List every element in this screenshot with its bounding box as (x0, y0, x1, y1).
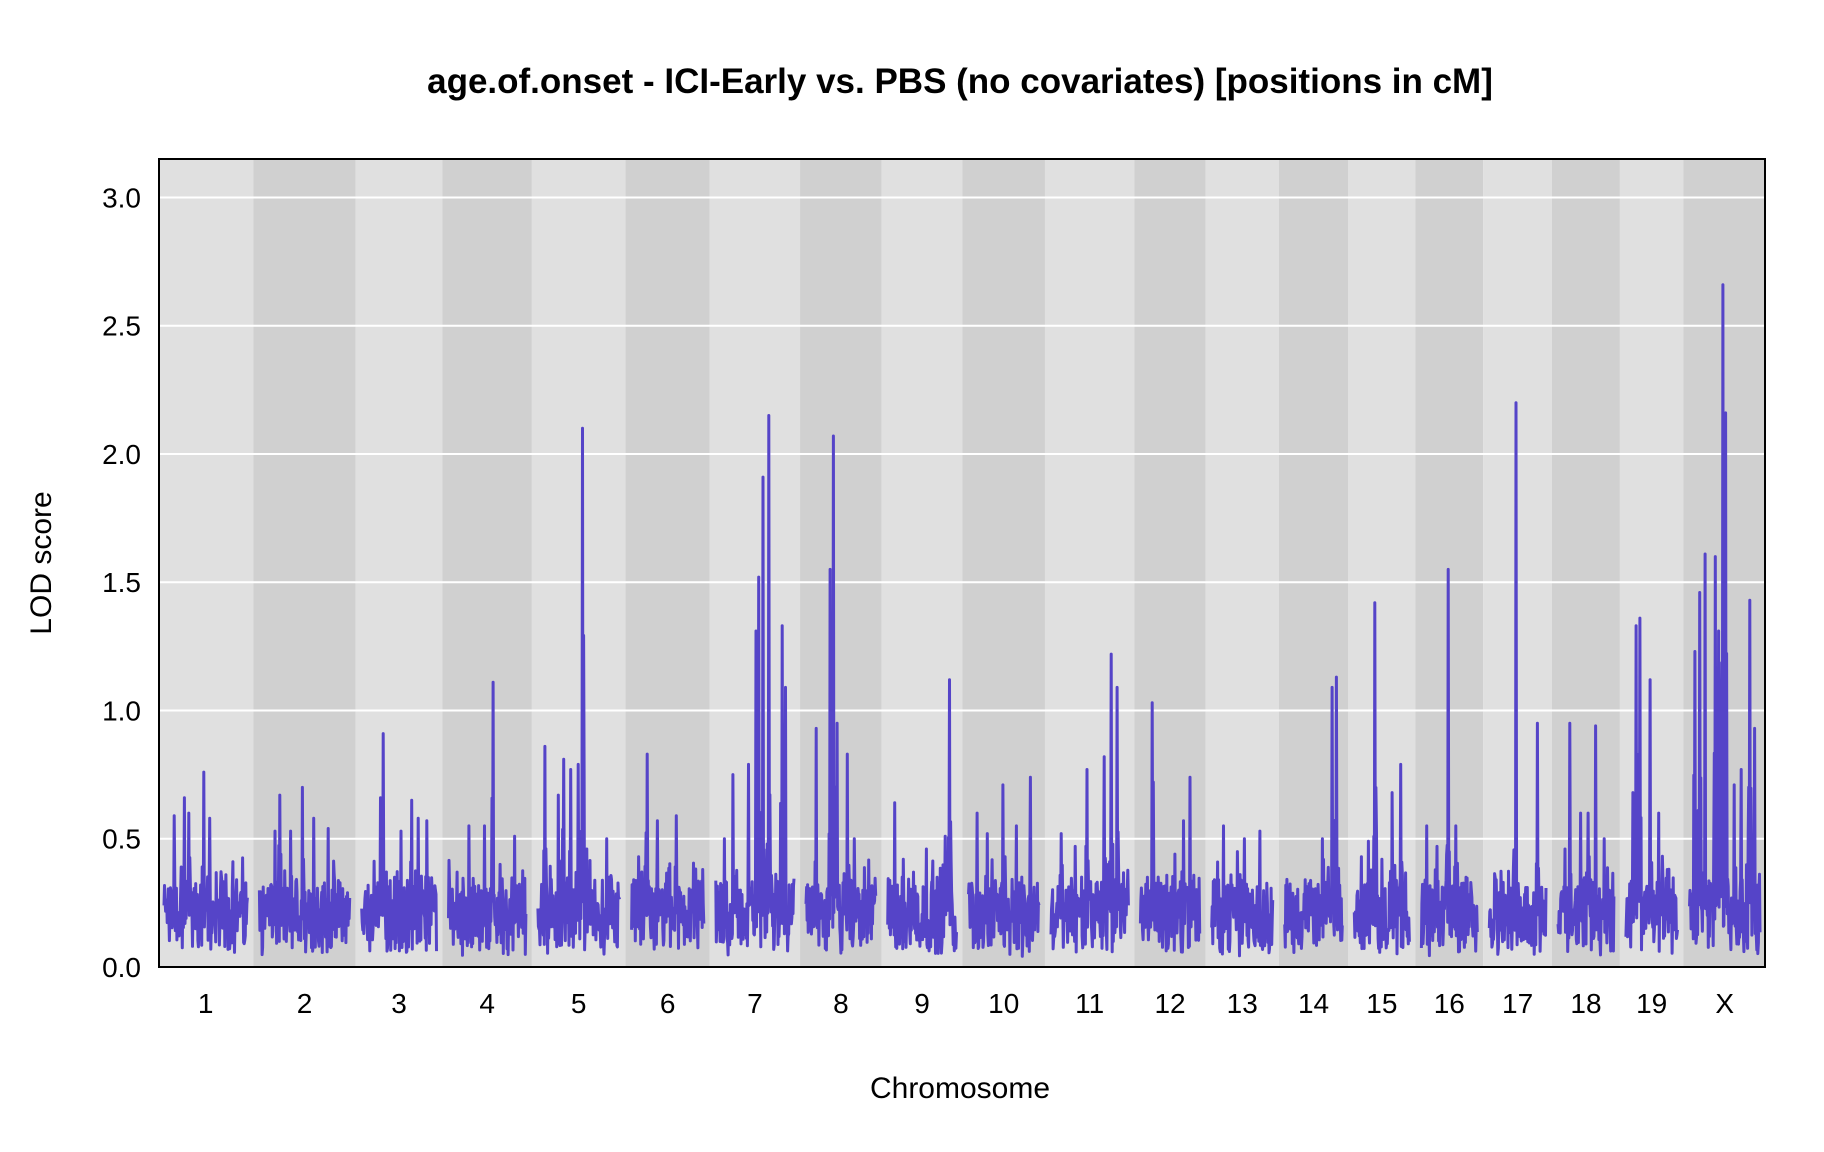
x-tick-label: 18 (1570, 988, 1601, 1019)
lod-line-chr-18 (1556, 721, 1616, 957)
x-tick-label: 13 (1227, 988, 1258, 1019)
x-tick-label: 5 (571, 988, 587, 1019)
lod-line-chr-10 (967, 775, 1041, 958)
lod-line-chr-6 (630, 752, 706, 951)
chromosome-band (1134, 159, 1206, 967)
x-tick-label: 15 (1366, 988, 1397, 1019)
y-tick-label: 0.0 (102, 952, 141, 983)
x-tick-label: 12 (1154, 988, 1185, 1019)
chromosome-band (1205, 159, 1279, 967)
x-tick-label: 14 (1298, 988, 1329, 1019)
y-tick-label: 0.5 (102, 824, 141, 855)
chromosome-band (625, 159, 710, 967)
lod-line-chr-12 (1138, 701, 1202, 954)
x-tick-label: 17 (1502, 988, 1533, 1019)
x-tick-label: 1 (198, 988, 214, 1019)
x-tick-label: 19 (1636, 988, 1667, 1019)
chromosome-band (442, 159, 532, 967)
x-tick-label: 9 (914, 988, 930, 1019)
x-tick-label: 3 (391, 988, 407, 1019)
lod-line-chr-7 (714, 414, 796, 957)
lod-line-chr-X (1688, 283, 1762, 956)
chromosome-band (1552, 159, 1620, 967)
x-tick-label: X (1715, 988, 1734, 1019)
x-tick-label: 8 (833, 988, 849, 1019)
lod-line-chr-1 (162, 770, 249, 954)
y-tick-label: 1.5 (102, 567, 141, 598)
x-tick-label: 6 (660, 988, 676, 1019)
plot-frame (158, 158, 1766, 968)
lod-line-chr-17 (1487, 401, 1548, 956)
lod-line-chr-19 (1624, 616, 1679, 955)
y-tick-label: 1.0 (102, 695, 141, 726)
lod-line-chr-14 (1283, 675, 1344, 954)
lod-line-chr-3 (360, 732, 438, 954)
chromosome-band (355, 159, 443, 967)
chromosome-band (1348, 159, 1416, 967)
lod-line-chr-13 (1210, 824, 1275, 958)
x-tick-label: 11 (1075, 988, 1104, 1019)
chromosome-band (253, 159, 356, 967)
x-tick-label: 10 (988, 988, 1019, 1019)
y-axis-ticks: 0.0 0.5 1.0 1.5 2.0 2.5 3.0 (102, 182, 141, 983)
lod-line-chr-11 (1049, 652, 1130, 954)
chromosome-band (800, 159, 882, 967)
y-tick-label: 2.0 (102, 439, 141, 470)
y-axis-label: LOD score (25, 491, 58, 634)
x-axis-label: Chromosome (870, 1072, 1050, 1105)
chromosome-band (1044, 159, 1135, 967)
chart-title: age.of.onset - ICI-Early vs. PBS (no cov… (427, 62, 1493, 101)
lod-line-chr-2 (257, 785, 352, 957)
lod-line-chr-16 (1419, 567, 1479, 958)
lod-line-chr-8 (804, 434, 878, 955)
lod-line-chr-5 (536, 426, 622, 956)
x-tick-label: 2 (297, 988, 313, 1019)
lod-line-chr-15 (1352, 601, 1411, 956)
y-tick-label: 2.5 (102, 311, 141, 342)
x-tick-label: 4 (479, 988, 495, 1019)
lod-line-chr-4 (447, 680, 528, 957)
lod-line-chr-9 (886, 678, 958, 955)
lod-series (162, 283, 1762, 958)
x-axis-ticks: 1 2 3 4 5 6 7 8 9 10 11 12 13 14 15 16 17 18 19 X (198, 988, 1734, 1019)
x-tick-label: 7 (747, 988, 763, 1019)
x-tick-label: 16 (1434, 988, 1465, 1019)
y-tick-label: 3.0 (102, 182, 141, 213)
